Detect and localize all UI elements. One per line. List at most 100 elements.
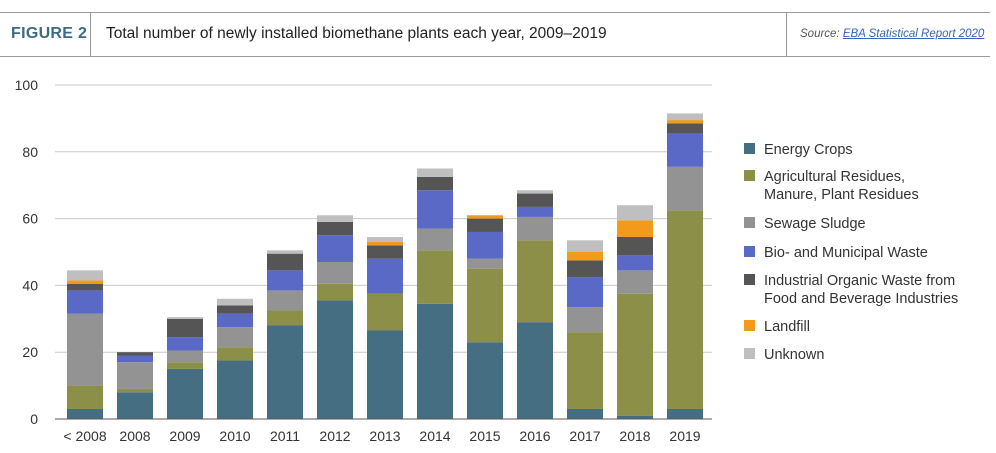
bar-segment [617, 293, 653, 416]
bar-segment [517, 322, 553, 419]
legend-label: Industrial Organic Waste from [764, 273, 955, 289]
bar-segment [617, 236, 653, 256]
bar-segment [217, 298, 253, 306]
bar-segment [67, 270, 103, 281]
bar-segment [517, 193, 553, 207]
bar-segment [567, 277, 603, 308]
x-tick-label: 2018 [619, 428, 650, 444]
bar-segment [117, 362, 153, 389]
bar-segment [667, 133, 703, 167]
bar-segment [617, 270, 653, 294]
bar-segment [267, 325, 303, 419]
bar-segment [267, 290, 303, 311]
y-tick-label: 40 [22, 277, 38, 293]
bar-segment [617, 205, 653, 221]
header-divider [786, 13, 787, 56]
bar-segment [667, 120, 703, 124]
header-divider [90, 13, 91, 56]
x-tick-label: < 2008 [63, 428, 106, 444]
bars [67, 113, 703, 419]
bar-segment [317, 262, 353, 284]
bar-segment [167, 337, 203, 351]
bar-segment [567, 332, 603, 409]
bar-segment [467, 258, 503, 269]
bar-segment [367, 245, 403, 259]
bar-segment [567, 240, 603, 252]
bar-segment [617, 220, 653, 237]
bar-segment [667, 123, 703, 134]
x-tick-label: 2017 [569, 428, 600, 444]
legend-label: Manure, Plant Residues [764, 187, 919, 203]
bar-segment [667, 210, 703, 409]
x-tick-label: 2010 [219, 428, 250, 444]
bar-segment [167, 318, 203, 338]
bar-segment [567, 307, 603, 333]
x-axis: < 2008 2008 2009 2010 2011 2012 2013 2014 2015 20… [63, 428, 700, 444]
bar-segment [417, 168, 453, 177]
bar-segment [317, 235, 353, 263]
chart-title: Total number of newly installed biometha… [106, 25, 607, 42]
legend-swatch [744, 320, 755, 331]
x-tick-label: 2012 [319, 428, 350, 444]
bar-segment [367, 330, 403, 419]
legend-label: Food and Beverage Industries [764, 291, 958, 307]
bar-segment [117, 392, 153, 419]
bar-segment [67, 280, 103, 284]
bar-segment [117, 388, 153, 393]
bar-segment [267, 270, 303, 291]
bar-segment [67, 283, 103, 291]
legend-label: Landfill [764, 319, 810, 335]
y-tick-label: 100 [15, 77, 39, 93]
figure-header: FIGURE 2 Total number of newly installed… [0, 12, 990, 57]
bar-segment [567, 252, 603, 261]
bar-segment [217, 313, 253, 328]
x-tick-label: 2009 [169, 428, 200, 444]
bar-segment [317, 215, 353, 222]
y-tick-label: 20 [22, 344, 38, 360]
bar-segment [67, 385, 103, 409]
source-prefix: Source: [800, 28, 840, 40]
y-axis: 0 20 40 60 80 100 [15, 77, 712, 427]
bar-segment [367, 293, 403, 331]
bar-segment [467, 231, 503, 259]
bar-segment [167, 368, 203, 419]
legend-swatch [744, 246, 755, 257]
bar-segment [417, 250, 453, 304]
bar-segment [667, 113, 703, 121]
figure-label: FIGURE 2 [11, 25, 88, 42]
x-tick-label: 2019 [669, 428, 700, 444]
bar-segment [167, 317, 203, 319]
y-tick-label: 0 [30, 411, 38, 427]
legend-label: Energy Crops [764, 142, 853, 158]
legend-swatch [744, 143, 755, 154]
y-tick-label: 60 [22, 211, 38, 227]
source-link[interactable]: EBA Statistical Report 2020 [842, 28, 985, 40]
bar-segment [367, 236, 403, 242]
bar-segment [167, 362, 203, 369]
x-tick-label: 2013 [369, 428, 400, 444]
bar-segment [667, 166, 703, 211]
x-tick-label: 2014 [419, 428, 450, 444]
legend: Energy Crops Agricultural Residues, Manure… [744, 142, 958, 363]
bar-segment [567, 408, 603, 419]
bar-segment [217, 305, 253, 314]
bar-segment [317, 300, 353, 419]
bar-segment [117, 352, 153, 356]
bar-segment [367, 258, 403, 294]
bar-segment [617, 255, 653, 271]
bar-segment [167, 350, 203, 363]
legend-swatch [744, 348, 755, 359]
bar-segment [267, 253, 303, 271]
bar-segment [67, 408, 103, 419]
bar-segment [417, 190, 453, 229]
x-tick-label: 2008 [119, 428, 150, 444]
bar-segment [567, 260, 603, 278]
legend-label: Bio- and Municipal Waste [764, 245, 928, 261]
source-note: Source: EBA Statistical Report 2020 [800, 28, 984, 40]
bar-segment [367, 241, 403, 246]
legend-label: Sewage Sludge [764, 216, 866, 232]
bar-segment [417, 176, 453, 191]
bar-segment [217, 360, 253, 419]
bar-segment [117, 355, 153, 363]
